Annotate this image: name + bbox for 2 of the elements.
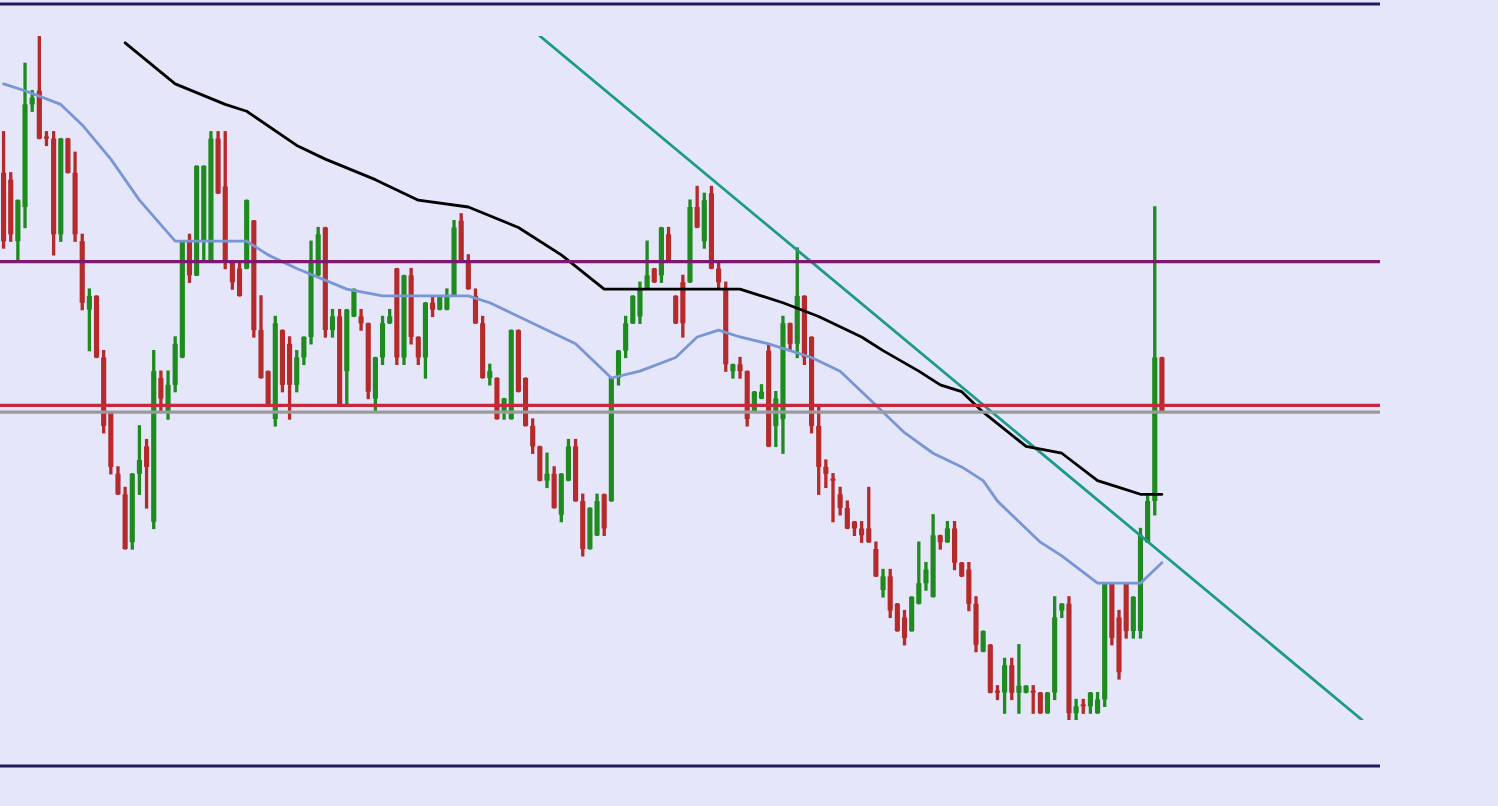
candlestick (544, 452, 550, 489)
candlestick (1016, 644, 1022, 714)
